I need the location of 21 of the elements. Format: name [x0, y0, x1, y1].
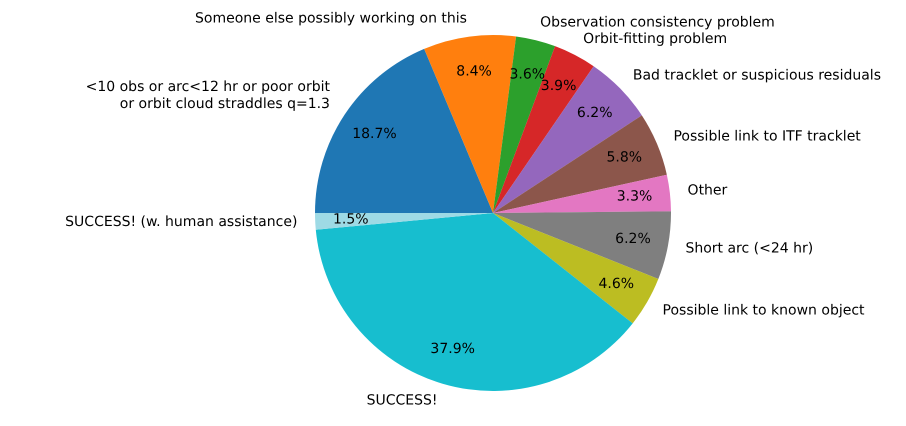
- slice-label: Possible link to ITF tracklet: [673, 128, 862, 145]
- data-label: 3.3%: [616, 188, 652, 205]
- slice-label: <10 obs or arc<12 hr or poor orbit or orbit cloud straddles q=1.3: [86, 79, 330, 112]
- data-label: 37.9%: [430, 341, 475, 358]
- slice-label: Observation consistency problem: [540, 14, 775, 31]
- slice-label: SUCCESS!: [366, 392, 438, 408]
- slice-label: Orbit-fitting problem: [583, 30, 728, 47]
- data-label: 18.7%: [352, 126, 397, 142]
- slice-label: Other: [688, 182, 728, 199]
- data-label: 3.9%: [540, 78, 576, 94]
- slice-label: SUCCESS! (w. human assistance): [65, 214, 298, 230]
- data-label: 1.5%: [332, 211, 369, 228]
- data-label: 8.4%: [456, 64, 492, 80]
- slice-label: Someone else possibly working on this: [195, 10, 467, 27]
- data-label: 4.6%: [598, 276, 634, 292]
- slice-label: Possible link to known object: [662, 302, 866, 319]
- data-label: 6.2%: [576, 104, 613, 121]
- slice-label: Bad tracklet or suspicious residuals: [632, 68, 881, 84]
- data-label: 5.8%: [606, 149, 642, 166]
- data-label: 6.2%: [615, 230, 651, 247]
- slice-label: Short arc (<24 hr): [685, 240, 814, 257]
